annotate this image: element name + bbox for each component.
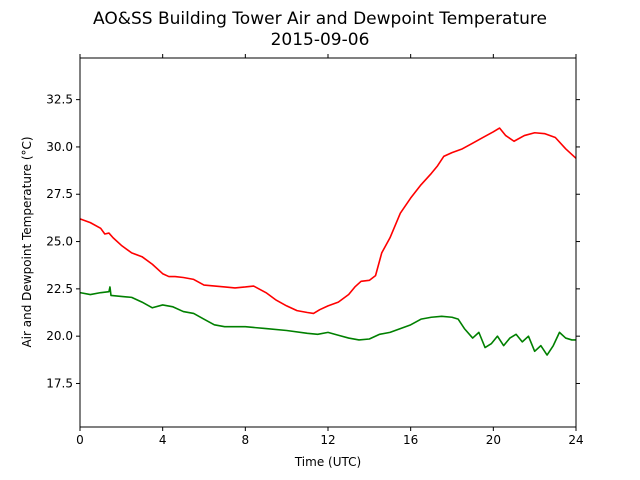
ticks-layer: 0 4 8 12 16 20 24 17.5 20.0 22.5 25.0 27.5 30.0 32.5: [46, 54, 584, 447]
chart-title: AO&SS Building Tower Air and Dewpoint Te…: [93, 9, 547, 29]
plot-frame: [79, 57, 577, 428]
y-axis-label: Air and Dewpoint Temperature (°C): [20, 136, 34, 347]
x-tick-label: 20: [486, 433, 501, 447]
x-tick-label: 12: [320, 433, 335, 447]
series-line-2: [79, 286, 576, 356]
series-line-1: [79, 127, 577, 315]
y-tick-label: 32.5: [46, 93, 73, 107]
y-tick-label: 17.5: [46, 376, 73, 390]
x-tick-label: 24: [568, 433, 583, 447]
series-layer: [79, 127, 577, 356]
y-tick-label: 22.5: [46, 282, 73, 296]
x-tick-label: 4: [159, 433, 167, 447]
x-axis-label: Time (UTC): [294, 455, 361, 469]
chart-subtitle: 2015-09-06: [271, 30, 370, 50]
x-tick-label: 16: [403, 433, 418, 447]
y-tick-label: 27.5: [46, 187, 73, 201]
x-tick-label: 8: [242, 433, 250, 447]
y-tick-label: 25.0: [46, 235, 73, 249]
x-tick-label: 0: [76, 433, 84, 447]
y-tick-label: 20.0: [46, 329, 73, 343]
y-tick-label: 30.0: [46, 140, 73, 154]
